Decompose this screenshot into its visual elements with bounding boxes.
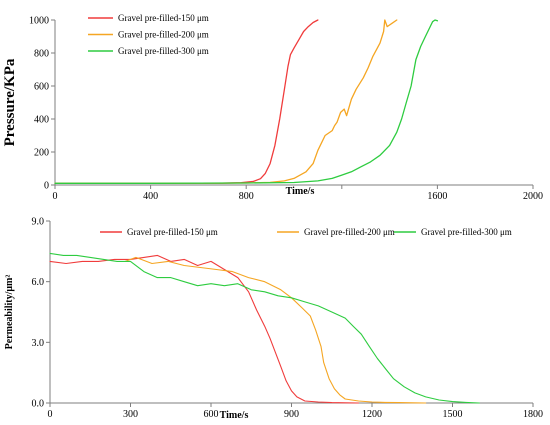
x-tick-label: 400: [143, 191, 158, 202]
x-tick-label: 300: [123, 409, 138, 420]
legend-label-2: Gravel pre-filled-200 μm: [304, 227, 395, 237]
x-axis-label: Time/s: [220, 410, 249, 421]
series-line-2: [54, 19, 398, 184]
y-axis-label: Permeability/μm²: [4, 275, 15, 350]
y-tick-label: 0: [44, 181, 49, 192]
x-tick-label: 1200: [362, 409, 382, 420]
y-tick-label: 1000: [29, 16, 49, 27]
pressure-chart: 0 400 800 1600 2000 0 200 400 600 800 1000 Pressure…: [2, 13, 543, 202]
x-tick-label: 2000: [523, 191, 543, 202]
legend-label-1: Gravel pre-filled-150 μm: [127, 227, 218, 237]
x-axis-label: Time/s: [286, 186, 315, 197]
series-line-3: [49, 252, 480, 404]
legend-label-1: Gravel pre-filled-150 μm: [118, 13, 209, 23]
series-line-3: [54, 19, 439, 184]
legend-label-2: Gravel pre-filled-200 μm: [118, 30, 209, 40]
x-tick-label: 1800: [523, 409, 543, 420]
series-line-1: [54, 19, 319, 184]
x-tick-label: 600: [204, 409, 219, 420]
series-line-2: [124, 256, 427, 404]
y-tick-label: 9.0: [32, 217, 45, 228]
x-tick-label: 800: [239, 191, 254, 202]
x-tick-label: 0: [53, 191, 58, 202]
x-tick-label: 1500: [443, 409, 463, 420]
legend-label-3: Gravel pre-filled-300 μm: [118, 46, 209, 56]
legend-label-3: Gravel pre-filled-300 μm: [421, 227, 512, 237]
y-tick-label: 0.0: [32, 399, 45, 410]
y-tick-label: 600: [34, 82, 49, 93]
x-tick-label: 900: [284, 409, 299, 420]
x-tick-label: 0: [48, 409, 53, 420]
permeability-chart: 0 300 600 900 1200 1500 1800 0.0 3.0 6.0 9.0 Permea…: [4, 217, 543, 422]
y-tick-label: 200: [34, 148, 49, 159]
y-axis-label: Pressure/KPa: [2, 58, 18, 146]
y-tick-label: 400: [34, 115, 49, 126]
x-tick-label: 1600: [427, 191, 447, 202]
y-tick-label: 6.0: [32, 277, 45, 288]
y-tick-label: 3.0: [32, 338, 45, 349]
series-line-1: [49, 254, 360, 404]
y-tick-label: 800: [34, 49, 49, 60]
